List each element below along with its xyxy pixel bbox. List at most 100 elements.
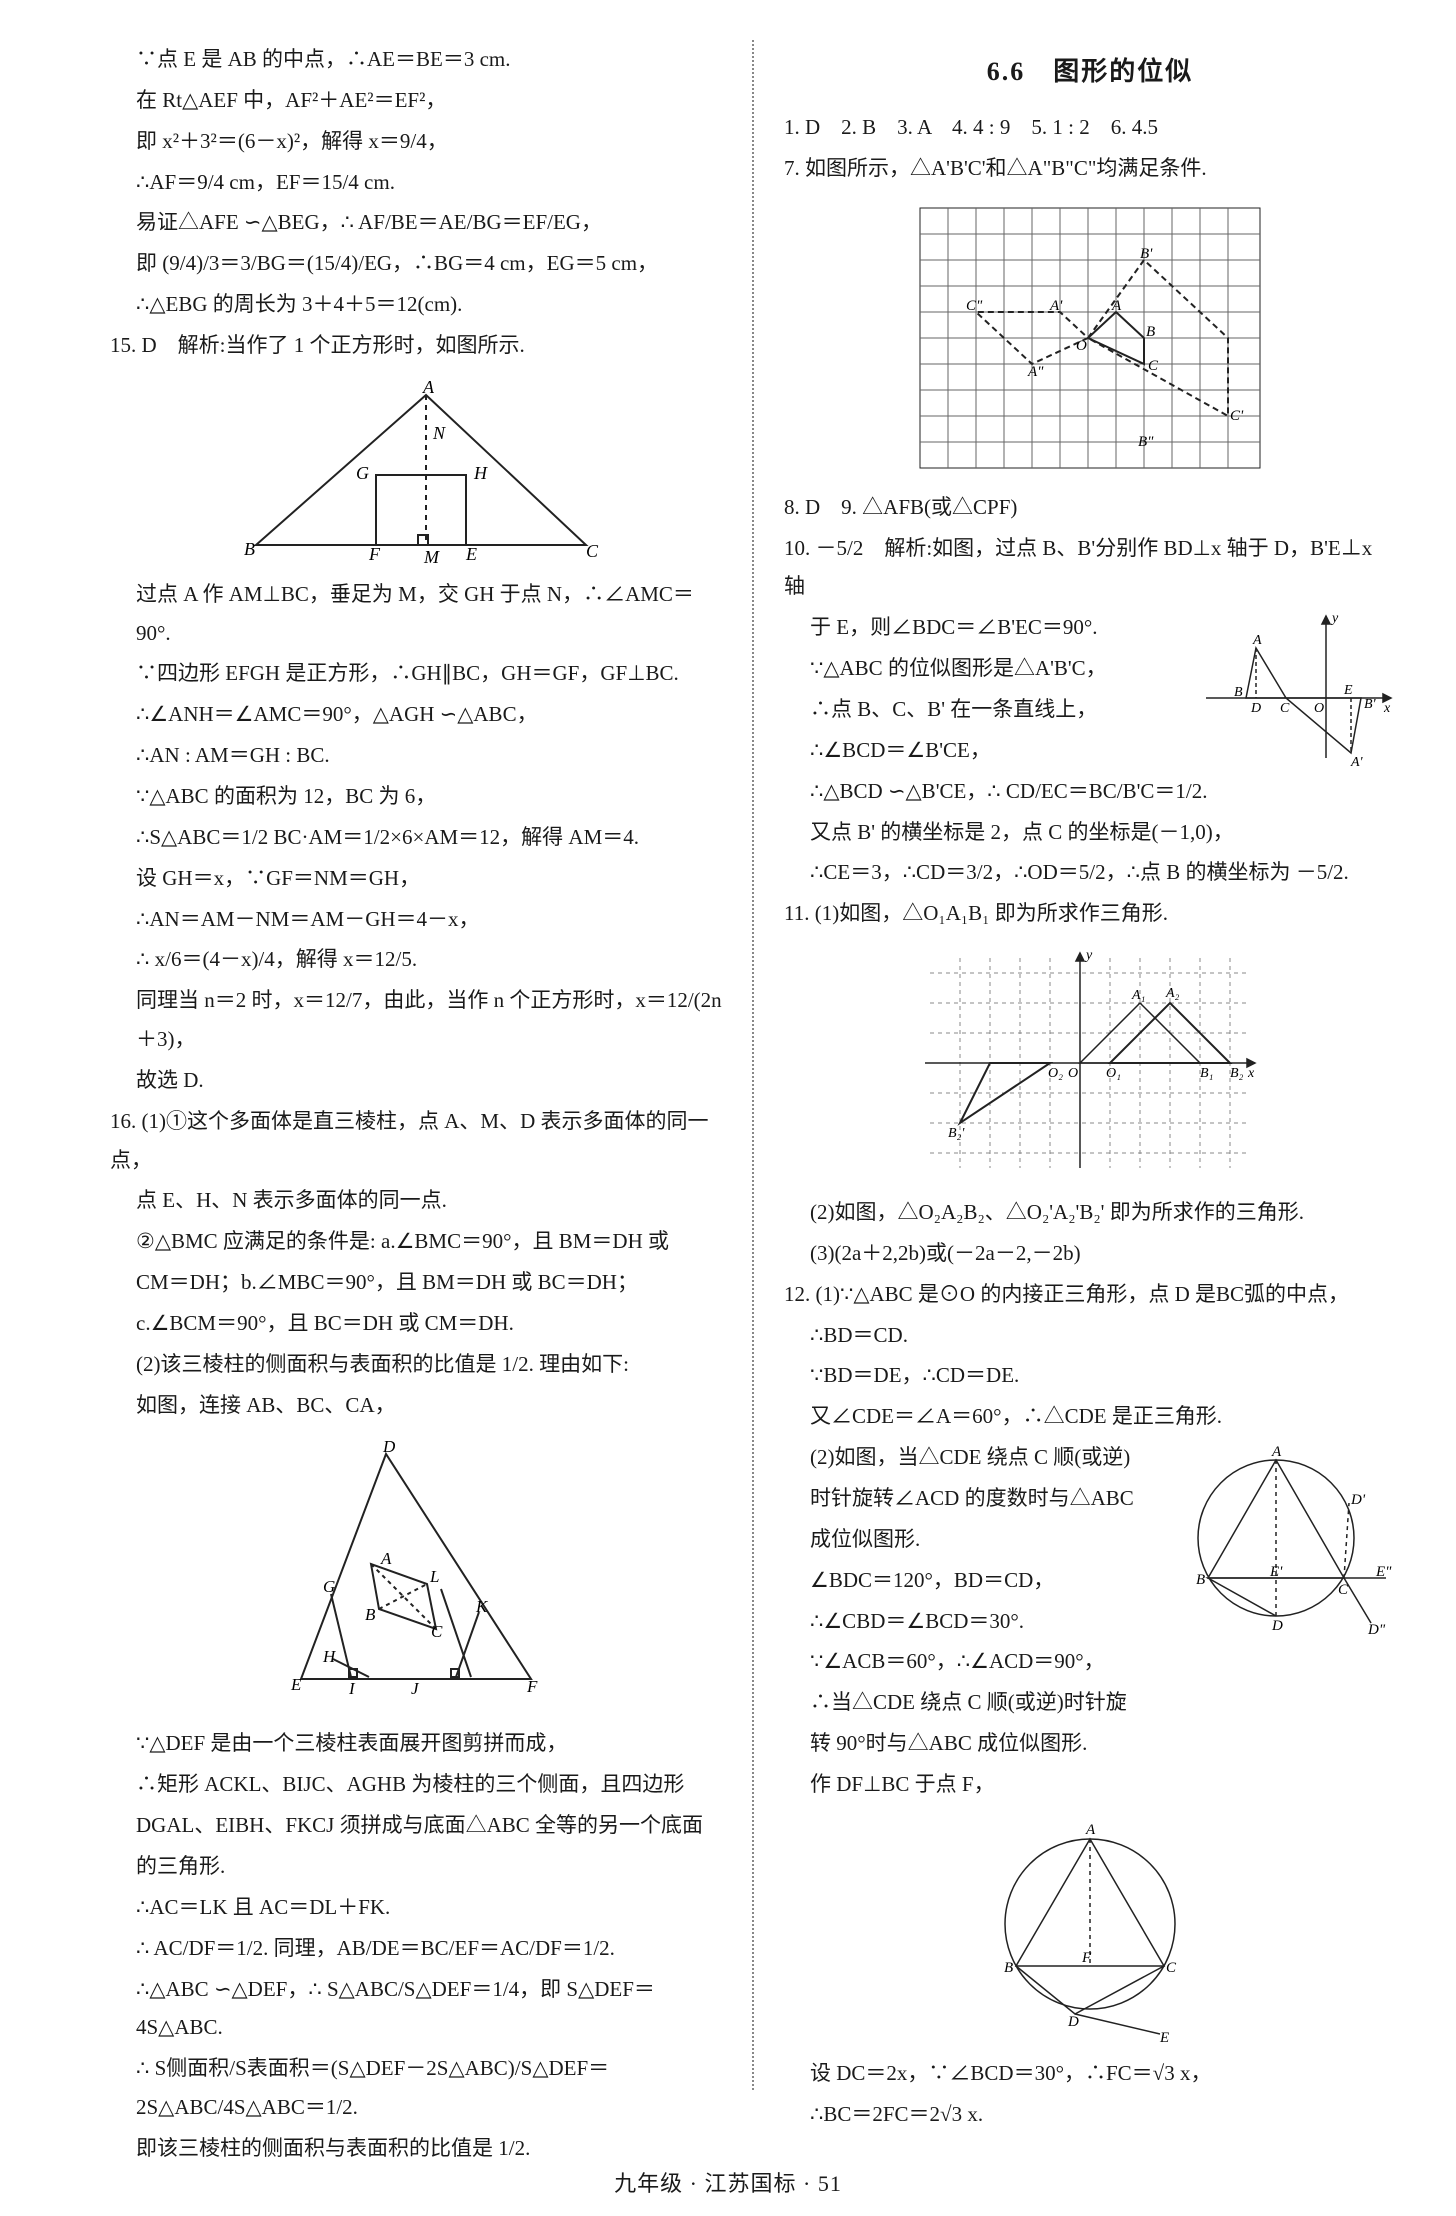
text-line: 同理当 n＝2 时，x＝12/7，由此，当作 n 个正方形时，x＝12/(2n＋… — [110, 981, 722, 1059]
svg-text:O: O — [1068, 1066, 1078, 1081]
svg-text:C": C" — [966, 298, 983, 314]
svg-text:D': D' — [1350, 1492, 1366, 1508]
text-line: ∴S△ABC＝1/2 BC·AM＝1/2×6×AM＝12，解得 AM＝4. — [110, 818, 722, 857]
svg-text:A: A — [422, 377, 435, 397]
text-line: ∴△EBG 的周长为 3＋4＋5＝12(cm). — [110, 285, 722, 324]
svg-text:D: D — [382, 1437, 396, 1456]
svg-text:B': B' — [1364, 697, 1377, 712]
text-line: ∵△ABC 的位似图形是△A'B'C， — [784, 649, 1188, 688]
svg-text:y: y — [1330, 611, 1339, 626]
svg-text:B: B — [1234, 685, 1243, 700]
svg-text:C: C — [1338, 1582, 1349, 1598]
figure-triangle-square: A B C F M E G N H — [226, 375, 606, 565]
figure-axes-dilation: xy ABC DOE B'A' — [1196, 608, 1396, 768]
svg-text:E: E — [290, 1675, 302, 1694]
text-line: 设 DC＝2x，∵∠BCD＝30°，∴FC＝√3 x， — [784, 2054, 1396, 2093]
text-line: (2)如图，△O₂A₂B₂、△O₂'A₂'B₂' 即为所求作的三角形. — [784, 1193, 1396, 1232]
svg-text:B: B — [365, 1605, 376, 1624]
svg-text:B: B — [244, 539, 255, 559]
text-line: ∵∠ACB＝60°，∴∠ACD＝90°， — [784, 1642, 1168, 1681]
svg-text:B': B' — [1140, 246, 1153, 262]
text-line: 设 GH＝x，∵GF＝NM＝GH， — [110, 859, 722, 898]
svg-text:E": E" — [1375, 1564, 1392, 1580]
text-line: ∵BD＝DE，∴CD＝DE. — [784, 1356, 1396, 1395]
text-line: 成位似图形. — [784, 1520, 1168, 1559]
text-line: ∴AC＝LK 且 AC＝DL＋FK. — [110, 1888, 722, 1927]
text-line: ∴ AC/DF＝1/2. 同理，AB/DE＝BC/EF＝AC/DF＝1/2. — [110, 1929, 722, 1968]
page-footer: 九年级 · 江苏国标 · 51 — [0, 2166, 1456, 2198]
text-line: ∵点 E 是 AB 的中点，∴AE＝BE＝3 cm. — [110, 40, 722, 79]
text-line: 易证△AFE ∽△BEG，∴ AF/BE＝AE/BG＝EF/EG， — [110, 203, 722, 242]
text-line: 即 (9/4)/3＝3/BG＝(15/4)/EG，∴BG＝4 cm，EG＝5 c… — [110, 244, 722, 283]
text-line: 即 x²＋3²＝(6－x)²，解得 x＝9/4， — [110, 122, 722, 161]
text-line: (3)(2a＋2,2b)或(－2a－2,－2b) — [784, 1234, 1396, 1273]
figure-circle-inscribed: ABC DEF — [970, 1814, 1210, 2044]
svg-text:A₁: A₁ — [1131, 988, 1145, 1003]
text-line: 1. D 2. B 3. A 4. 4 : 9 5. 1 : 2 6. 4.5 — [784, 108, 1396, 147]
svg-text:x: x — [1383, 701, 1391, 716]
page-columns: ∵点 E 是 AB 的中点，∴AE＝BE＝3 cm. 在 Rt△AEF 中，AF… — [110, 40, 1396, 2140]
svg-text:C: C — [1148, 358, 1159, 374]
text-line: ∴AN : AM＝GH : BC. — [110, 736, 722, 775]
figure-coord-dilation: Oxy A₁B₁O₁ A₂B₂O₂ B₂' — [910, 943, 1270, 1183]
svg-text:D: D — [1067, 2014, 1079, 2030]
text-line: ∴点 B、C、B' 在一条直线上， — [784, 690, 1188, 729]
svg-text:H: H — [322, 1647, 337, 1666]
svg-text:K: K — [475, 1597, 489, 1616]
svg-text:D: D — [1250, 701, 1261, 716]
text-line: c.∠BCM＝90°，且 BC＝DH 或 CM＝DH. — [110, 1304, 722, 1343]
svg-text:C': C' — [1230, 408, 1244, 424]
svg-text:B: B — [1004, 1960, 1013, 1976]
figure-prism-net: DEF AL GK BC H IJ — [271, 1434, 561, 1714]
text-line: 过点 A 作 AM⊥BC，垂足为 M，交 GH 于点 N，∴∠AMC＝90°. — [110, 575, 722, 653]
svg-text:A': A' — [1350, 755, 1364, 768]
svg-text:C: C — [586, 541, 599, 561]
text-line: ∴△ABC ∽△DEF，∴ S△ABC/S△DEF＝1/4，即 S△DEF＝4S… — [110, 1970, 722, 2048]
svg-text:N: N — [432, 423, 446, 443]
svg-text:B: B — [1146, 324, 1155, 340]
text-line: 转 90°时与△ABC 成位似图形. — [784, 1724, 1396, 1763]
text-line: 7. 如图所示，△A'B'C'和△A"B"C"均满足条件. — [784, 149, 1396, 188]
text-line: 作 DF⊥BC 于点 F， — [784, 1765, 1396, 1804]
text-line: 故选 D. — [110, 1061, 722, 1100]
svg-text:G: G — [356, 463, 369, 483]
text-line: 12. (1)∵△ABC 是⊙O 的内接正三角形，点 D 是BC弧的中点， — [784, 1275, 1396, 1314]
svg-text:B₂: B₂ — [1230, 1066, 1244, 1081]
svg-text:E': E' — [1269, 1564, 1283, 1580]
svg-text:A': A' — [1049, 298, 1063, 314]
svg-text:A: A — [1252, 633, 1262, 648]
svg-text:G: G — [323, 1577, 335, 1596]
svg-text:O₂: O₂ — [1048, 1066, 1063, 1081]
text-line: (2)如图，当△CDE 绕点 C 顺(或逆) — [784, 1438, 1168, 1477]
text-line: ∠BDC＝120°，BD＝CD， — [784, 1561, 1168, 1600]
text-line: DGAL、EIBH、FKCJ 须拼成与底面△ABC 全等的另一个底面 — [110, 1806, 722, 1845]
text-line: ∴ S侧面积/S表面积＝(S△DEF－2S△ABC)/S△DEF＝2S△ABC/… — [110, 2049, 722, 2127]
right-column: 6.6 图形的位似 1. D 2. B 3. A 4. 4 : 9 5. 1 :… — [784, 40, 1396, 2140]
svg-text:D: D — [1271, 1618, 1283, 1634]
left-column: ∵点 E 是 AB 的中点，∴AE＝BE＝3 cm. 在 Rt△AEF 中，AF… — [110, 40, 722, 2140]
text-line: ∴∠BCD＝∠B'CE， — [784, 731, 1188, 770]
svg-text:O: O — [1314, 701, 1324, 716]
text-line: 又点 B' 的横坐标是 2，点 C 的坐标是(－1,0)， — [784, 813, 1396, 852]
text-line: ∴ x/6＝(4－x)/4，解得 x＝12/5. — [110, 940, 722, 979]
text-line: 15. D 解析:当作了 1 个正方形时，如图所示. — [110, 326, 722, 365]
svg-text:F: F — [526, 1677, 538, 1696]
svg-text:B: B — [1196, 1572, 1205, 1588]
text-line: (2)该三棱柱的侧面积与表面积的比值是 1/2. 理由如下: — [110, 1345, 722, 1384]
text-line: ∵四边形 EFGH 是正方形，∴GH∥BC，GH＝GF，GF⊥BC. — [110, 654, 722, 693]
figure-circle-rotate: ABC DE' D'E"D" — [1176, 1438, 1396, 1658]
svg-text:y: y — [1084, 948, 1093, 963]
svg-text:A: A — [380, 1549, 392, 1568]
svg-text:C: C — [1280, 701, 1290, 716]
svg-text:H: H — [473, 463, 488, 483]
svg-text:E: E — [465, 544, 477, 564]
svg-text:B₂': B₂' — [948, 1126, 965, 1141]
text-line: 11. (1)如图，△O₁A₁B₁ 即为所求作三角形. — [784, 894, 1396, 933]
svg-text:O: O — [1076, 338, 1087, 354]
text-line: CM＝DH；b.∠MBC＝90°，且 BM＝DH 或 BC＝DH； — [110, 1263, 722, 1302]
text-line: 点 E、H、N 表示多面体的同一点. — [110, 1181, 722, 1220]
svg-text:L: L — [429, 1567, 439, 1586]
svg-text:A: A — [1271, 1444, 1282, 1460]
text-line: ∴∠ANH＝∠AMC＝90°，△AGH ∽△ABC， — [110, 695, 722, 734]
text-line: ②△BMC 应满足的条件是: a.∠BMC＝90°，且 BM＝DH 或 — [110, 1222, 722, 1261]
